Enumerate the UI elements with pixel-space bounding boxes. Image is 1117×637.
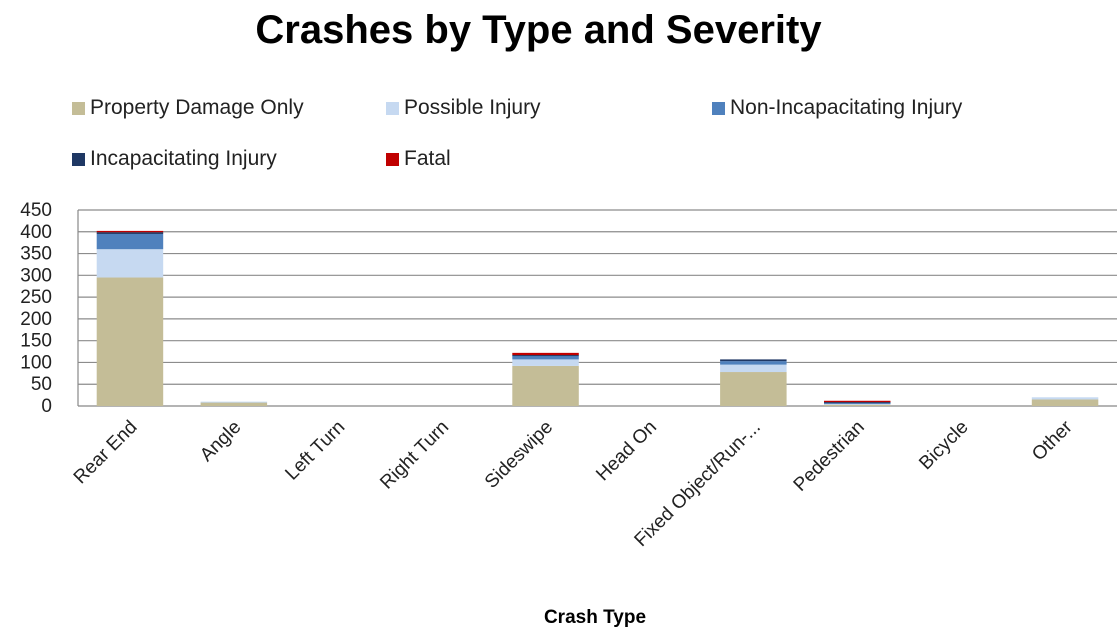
bar-segment bbox=[1031, 397, 1099, 400]
x-tick-label: Head On bbox=[592, 417, 661, 486]
bar-segment bbox=[720, 372, 787, 406]
grid-lines bbox=[77, 209, 1117, 407]
bar-segment bbox=[720, 359, 787, 362]
bar-segment bbox=[200, 401, 268, 403]
y-tick-label: 250 bbox=[20, 287, 52, 308]
x-tick-label: Angle bbox=[196, 417, 245, 466]
x-tick-label: Sideswipe bbox=[481, 417, 557, 493]
y-tick-label: 200 bbox=[20, 309, 52, 330]
bar-segment bbox=[512, 359, 579, 366]
bar-segment bbox=[720, 364, 787, 373]
bar-segment bbox=[512, 355, 579, 357]
bar-segment bbox=[720, 361, 787, 365]
bars bbox=[96, 230, 1099, 406]
x-tick-label: Left Turn bbox=[281, 417, 349, 485]
x-axis-ticks: Rear End Angle Left Turn Right Turn Sideswip… bbox=[70, 416, 1077, 551]
y-tick-label: 50 bbox=[31, 374, 52, 395]
y-tick-label: 300 bbox=[20, 265, 52, 286]
bar-segment bbox=[96, 249, 164, 278]
bar-segment bbox=[200, 402, 268, 406]
bar-segment bbox=[512, 365, 579, 406]
bar-segment bbox=[824, 403, 891, 405]
bar-segment bbox=[824, 404, 891, 406]
y-tick-label: 350 bbox=[20, 244, 52, 265]
y-tick-label: 450 bbox=[20, 200, 52, 221]
bar-segment bbox=[96, 232, 164, 234]
bar-segment bbox=[1031, 399, 1099, 406]
x-tick-label: Other bbox=[1028, 416, 1077, 465]
bar-segment bbox=[96, 277, 164, 406]
bar-segment bbox=[512, 352, 579, 356]
x-tick-label: Right Turn bbox=[376, 417, 453, 494]
y-tick-label: 0 bbox=[41, 396, 52, 417]
y-tick-label: 150 bbox=[20, 331, 52, 352]
bar-segment bbox=[96, 233, 164, 250]
bar-segment bbox=[824, 400, 891, 403]
bar-segment bbox=[824, 402, 891, 404]
x-tick-label: Pedestrian bbox=[790, 417, 869, 496]
chart-title: Crashes by Type and Severity bbox=[255, 8, 822, 52]
y-tick-label: 100 bbox=[20, 352, 52, 373]
bar-segment bbox=[512, 355, 579, 360]
bar-segment bbox=[824, 402, 891, 404]
x-axis-title: Crash Type bbox=[543, 607, 647, 628]
bar-segment bbox=[96, 230, 164, 233]
y-tick-label: 400 bbox=[20, 222, 52, 243]
x-tick-label: Bicycle bbox=[915, 417, 972, 474]
x-tick-label: Rear End bbox=[70, 417, 142, 489]
